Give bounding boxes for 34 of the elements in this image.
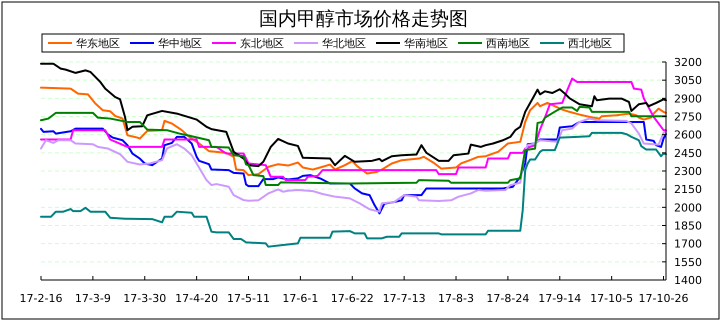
y-tick-label: 1550	[674, 256, 702, 269]
y-tick-label: 3050	[674, 74, 702, 88]
x-tick-label: 17-3-9	[74, 292, 111, 305]
y-tick-label: 2450	[674, 146, 702, 160]
x-tick-label: 17-6-22	[330, 292, 374, 305]
x-tick-label: 17-4-20	[175, 292, 218, 305]
legend-label: 西北地区	[568, 37, 612, 50]
legend-label: 华南地区	[404, 37, 448, 50]
x-tick-label: 17-8-3	[438, 292, 474, 305]
x-tick-label: 17-10-5	[590, 292, 634, 305]
legend-label: 东北地区	[240, 37, 284, 50]
legend-label: 西南地区	[486, 37, 530, 50]
x-tick-label: 17-8-24	[486, 292, 530, 305]
y-tick-label: 3200	[674, 56, 702, 69]
y-tick-label: 2300	[674, 165, 702, 178]
y-tick-label: 2750	[674, 110, 702, 124]
legend-label: 华中地区	[158, 37, 202, 50]
y-tick-label: 2600	[674, 128, 702, 142]
y-tick-label: 2900	[674, 92, 702, 106]
y-tick-label: 1400	[674, 274, 702, 287]
y-tick-label: 1850	[674, 220, 702, 232]
x-tick-label: 17-7-13	[382, 292, 426, 305]
x-tick-label: 17-9-14	[538, 292, 582, 305]
x-tick-label: 17-6-1	[282, 292, 318, 305]
y-tick-label: 2150	[674, 183, 702, 196]
x-tick-label: 17-5-11	[227, 292, 270, 305]
chart-title: 国内甲醇市场价格走势图	[259, 8, 468, 30]
y-tick-label: 1700	[674, 238, 702, 251]
x-tick-label: 17-10-26	[638, 292, 688, 305]
x-tick-label: 17-3-30	[123, 292, 166, 305]
x-tick-label: 17-2-16	[20, 292, 62, 305]
legend-label: 华北地区	[322, 37, 366, 50]
legend-label: 华东地区	[76, 37, 120, 50]
y-tick-label: 2000	[674, 201, 702, 214]
